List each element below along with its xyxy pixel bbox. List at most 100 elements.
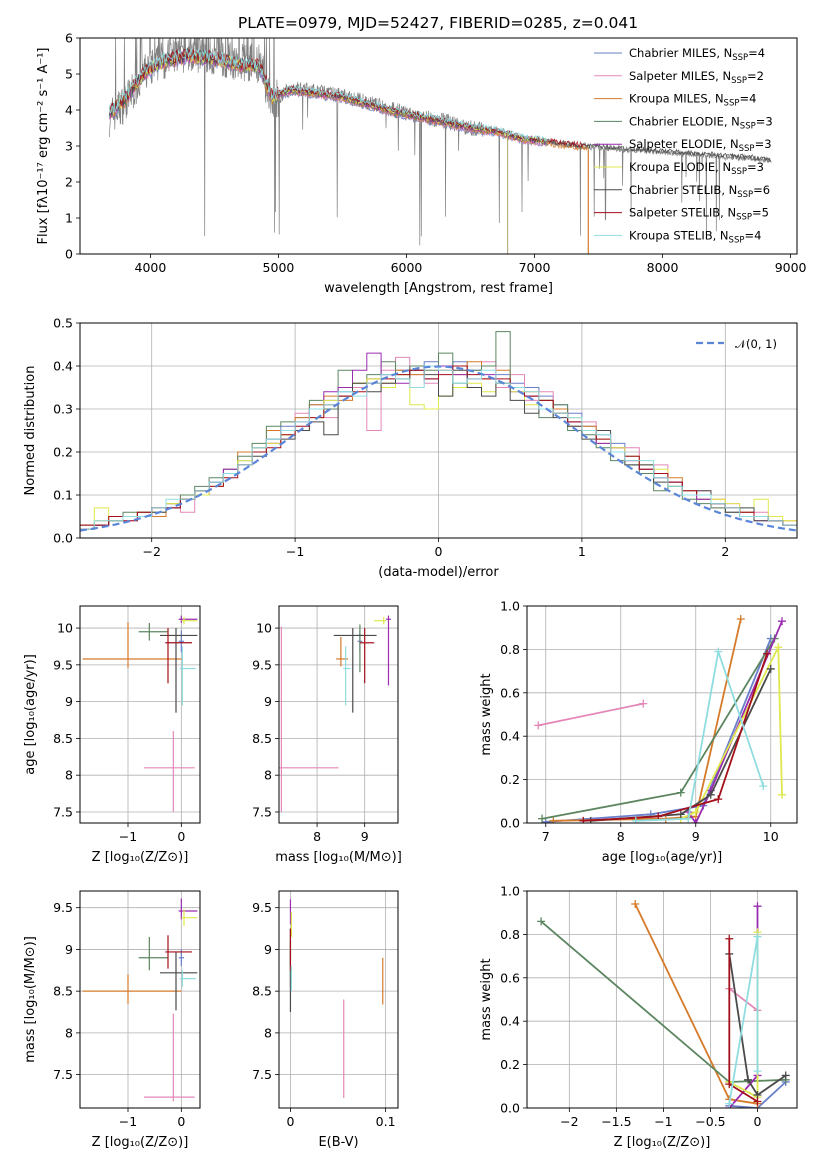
legend-subscript: SSP bbox=[737, 190, 753, 200]
weight-marker-2 bbox=[736, 615, 745, 624]
age-vs-mass-axes-frame bbox=[278, 605, 399, 824]
age-vs-mass-x-tick-label: 9 bbox=[361, 829, 369, 844]
legend-count: =4 bbox=[744, 228, 761, 242]
weight-line-1 bbox=[538, 702, 644, 727]
residuals-y-tick-label: 0.3 bbox=[53, 402, 73, 417]
legend-subscript: SSP bbox=[731, 76, 747, 86]
weight-vs-z-y-tick-label: 0.4 bbox=[500, 1014, 520, 1029]
weight-marker-6 bbox=[766, 664, 775, 673]
mass-vs-ebv-y-tick-label: 7.5 bbox=[252, 1067, 272, 1082]
weight-marker-7 bbox=[579, 816, 588, 823]
normal-curve bbox=[80, 365, 797, 532]
weight-vs-z-x-tick-label: −1 bbox=[654, 1114, 672, 1129]
weight-marker-1 bbox=[534, 721, 543, 730]
weight-vs-z-y-tick-label: 0.2 bbox=[500, 1057, 520, 1072]
weight-vs-z-x-tick-label: 0 bbox=[754, 1114, 762, 1129]
mass-vs-ebv-x-axis-label: E(B-V) bbox=[318, 1135, 358, 1150]
weight-vs-age-y-tick-label: 0.6 bbox=[500, 685, 520, 700]
mass-vs-z-x-tick-label: 0 bbox=[177, 1114, 185, 1129]
weight-vs-age-plot-area bbox=[534, 615, 786, 823]
weight-marker-8 bbox=[631, 816, 640, 823]
spectrum-x-tick-label: 4000 bbox=[135, 260, 167, 275]
figure-title: PLATE=0979, MJD=52427, FIBERID=0285, z=0… bbox=[238, 14, 638, 32]
weight-marker-8 bbox=[753, 932, 762, 941]
residuals-plot-area bbox=[80, 331, 797, 538]
legend-label-normal: 𝒩(0, 1) bbox=[735, 337, 777, 351]
legend-label-8: Kroupa STELIB, NSSP=4 bbox=[629, 228, 761, 245]
age-vs-z-axes-frame bbox=[79, 605, 201, 824]
weight-vs-age-x-tick-label: 8 bbox=[617, 829, 625, 844]
legend-count: =5 bbox=[752, 206, 769, 220]
legend-label-0: Chabrier MILES, NSSP=4 bbox=[629, 46, 765, 63]
spectrum-y-tick-label: 3 bbox=[65, 139, 73, 154]
mass-vs-z-y-tick-label: 9 bbox=[65, 942, 73, 957]
weight-vs-age-y-tick-label: 1.0 bbox=[500, 599, 520, 614]
weight-marker-6 bbox=[781, 1071, 790, 1080]
age-vs-mass-y-tick-label: 9.5 bbox=[252, 657, 272, 672]
weight-marker-4 bbox=[778, 617, 786, 626]
age-vs-z-y-tick-label: 9.5 bbox=[53, 657, 73, 672]
age-vs-mass-y-tick-label: 8.5 bbox=[252, 731, 272, 746]
spectrum-x-tick-label: 9000 bbox=[775, 260, 807, 275]
age-vs-mass-y-tick-label: 8 bbox=[264, 768, 272, 783]
mass-vs-ebv-y-tick-label: 9 bbox=[264, 942, 272, 957]
weight-line-0 bbox=[729, 1081, 787, 1108]
age-vs-z-y-tick-label: 7.5 bbox=[53, 804, 73, 819]
legend-label-1: Salpeter MILES, NSSP=2 bbox=[629, 69, 764, 86]
weight-marker-3 bbox=[676, 788, 685, 797]
legend-subscript: SSP bbox=[729, 235, 745, 245]
spectrum-y-tick-label: 2 bbox=[65, 175, 73, 190]
age-vs-z-y-tick-label: 8 bbox=[65, 768, 73, 783]
legend-subscript: SSP bbox=[739, 144, 755, 154]
weight-marker-8 bbox=[714, 647, 723, 656]
weight-marker-2 bbox=[549, 816, 558, 823]
weight-marker-6 bbox=[744, 1075, 753, 1084]
age-vs-mass-y-tick-label: 7.5 bbox=[252, 804, 272, 819]
legend-label-4: Salpeter ELODIE, NSSP=3 bbox=[629, 137, 772, 154]
spectrum-axes-frame bbox=[79, 37, 798, 255]
weight-marker-2 bbox=[631, 900, 640, 909]
mass-vs-z-axes-frame bbox=[79, 890, 201, 1109]
spectrum-x-tick-label: 8000 bbox=[647, 260, 679, 275]
weight-vs-age-y-tick-label: 0.8 bbox=[500, 642, 520, 657]
weight-vs-z-y-axis-label: mass weight bbox=[479, 958, 494, 1040]
age-vs-z-y-axis-label: age [log₁₀(age/yr)] bbox=[23, 654, 38, 775]
legend-subscript: SSP bbox=[732, 53, 748, 63]
weight-vs-z-x-tick-label: −2 bbox=[560, 1114, 578, 1129]
model-spectrum-7 bbox=[109, 48, 586, 148]
spectrum-panel bbox=[76, 37, 791, 258]
weight-vs-age-x-tick-label: 9 bbox=[692, 829, 700, 844]
weight-line-6 bbox=[728, 953, 787, 1097]
mass-vs-ebv-y-tick-label: 8 bbox=[264, 1025, 272, 1040]
age-vs-z-x-tick-label: 0 bbox=[177, 829, 185, 844]
weight-line-0 bbox=[545, 638, 772, 823]
age-vs-mass-y-tick-label: 9 bbox=[264, 694, 272, 709]
residuals-x-axis-label: (data-model)/error bbox=[378, 565, 499, 580]
residuals-y-axis-label: Normed distribution bbox=[23, 366, 38, 496]
weight-line-8 bbox=[728, 936, 759, 1104]
mass-vs-ebv-panel bbox=[275, 891, 398, 1112]
mass-vs-z-y-tick-label: 8 bbox=[65, 1025, 73, 1040]
spectrum-plot-area bbox=[109, 38, 772, 254]
weight-marker-5 bbox=[778, 790, 786, 799]
legend-label-6: Chabrier STELIB, NSSP=6 bbox=[629, 183, 770, 200]
residuals-panel bbox=[76, 322, 797, 542]
model-spectrum-8 bbox=[109, 47, 548, 143]
legend-label-5: Kroupa ELODIE, NSSP=3 bbox=[629, 160, 764, 177]
age-vs-z-plot-area bbox=[82, 615, 198, 812]
weight-marker-7 bbox=[753, 1097, 762, 1106]
weight-line-1 bbox=[728, 987, 759, 1012]
legend-subscript: SSP bbox=[731, 167, 747, 177]
residuals-y-tick-label: 0.0 bbox=[53, 531, 73, 546]
mass-vs-z-y-tick-label: 9.5 bbox=[53, 900, 73, 915]
weight-marker-3 bbox=[538, 814, 546, 823]
mass-vs-z-y-tick-label: 8.5 bbox=[53, 984, 73, 999]
legend-subscript: SSP bbox=[736, 213, 752, 223]
weight-vs-age-x-tick-label: 7 bbox=[542, 829, 550, 844]
weight-vs-z-y-tick-label: 1.0 bbox=[500, 884, 520, 899]
mass-vs-z-y-axis-label: mass [log₁₀(M/M⊙)] bbox=[23, 936, 38, 1063]
weight-vs-age-x-tick-label: 10 bbox=[763, 829, 779, 844]
residuals-y-tick-label: 0.2 bbox=[53, 445, 73, 460]
age-vs-z-x-tick-label: −1 bbox=[119, 829, 137, 844]
